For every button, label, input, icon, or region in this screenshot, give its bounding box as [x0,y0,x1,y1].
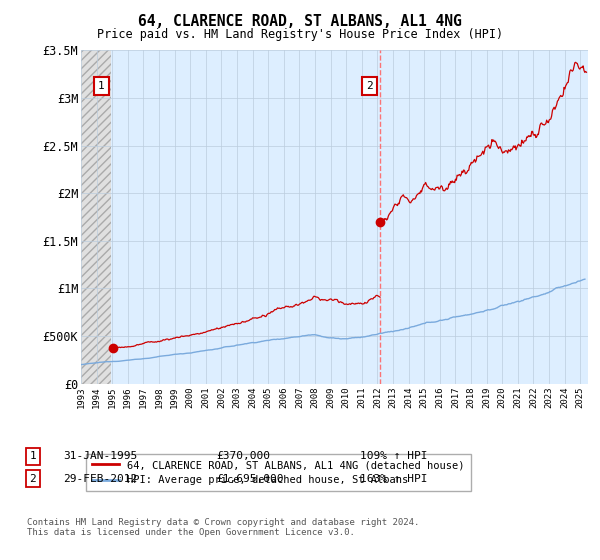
Text: 29-FEB-2012: 29-FEB-2012 [63,474,137,484]
Text: £1,695,000: £1,695,000 [216,474,284,484]
Text: Contains HM Land Registry data © Crown copyright and database right 2024.
This d: Contains HM Land Registry data © Crown c… [27,518,419,538]
Text: 31-JAN-1995: 31-JAN-1995 [63,451,137,461]
Text: 64, CLARENCE ROAD, ST ALBANS, AL1 4NG: 64, CLARENCE ROAD, ST ALBANS, AL1 4NG [138,14,462,29]
Text: 2: 2 [366,81,373,91]
Text: £370,000: £370,000 [216,451,270,461]
Text: 163% ↑ HPI: 163% ↑ HPI [360,474,427,484]
Text: 1: 1 [98,81,104,91]
Text: 1: 1 [29,451,37,461]
Text: 2: 2 [29,474,37,484]
Legend: 64, CLARENCE ROAD, ST ALBANS, AL1 4NG (detached house), HPI: Average price, deta: 64, CLARENCE ROAD, ST ALBANS, AL1 4NG (d… [86,454,470,492]
Bar [81,50,110,384]
Text: 109% ↑ HPI: 109% ↑ HPI [360,451,427,461]
Text: Price paid vs. HM Land Registry's House Price Index (HPI): Price paid vs. HM Land Registry's House … [97,28,503,41]
